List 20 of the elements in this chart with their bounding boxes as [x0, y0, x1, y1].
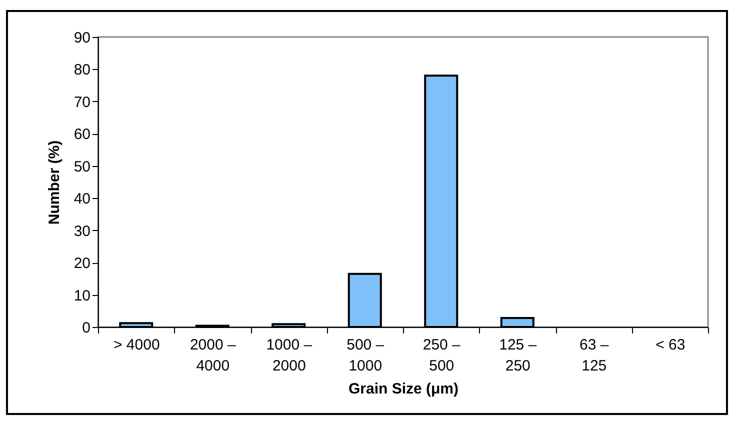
x-tick-label: < 63: [656, 336, 686, 354]
y-tick-label: 40: [74, 190, 90, 208]
y-tick-label: 20: [74, 255, 90, 272]
x-tick-label: 2000 – 4000: [190, 336, 236, 374]
y-tick-label: 30: [74, 222, 90, 240]
y-tick-label: 60: [74, 126, 90, 144]
x-tick-label: 63 – 125: [580, 336, 610, 374]
x-tick-label: 500 – 1000: [346, 336, 385, 374]
x-tick-label: 1000 – 2000: [266, 336, 313, 374]
y-axis-title: Number (%): [46, 140, 63, 225]
x-tick-label: 125 – 250: [499, 336, 538, 374]
x-tick-label: 250 – 500: [422, 336, 462, 374]
y-tick-label: 50: [74, 158, 90, 176]
x-axis-title: Grain Size (μm): [348, 380, 459, 398]
y-tick-label: 10: [74, 287, 90, 304]
y-tick-label: 0: [82, 320, 90, 336]
x-tick-label: > 4000: [113, 336, 160, 354]
y-tick-label: 90: [74, 30, 90, 46]
y-tick-label: 80: [74, 62, 90, 79]
y-tick-label: 70: [74, 94, 90, 111]
